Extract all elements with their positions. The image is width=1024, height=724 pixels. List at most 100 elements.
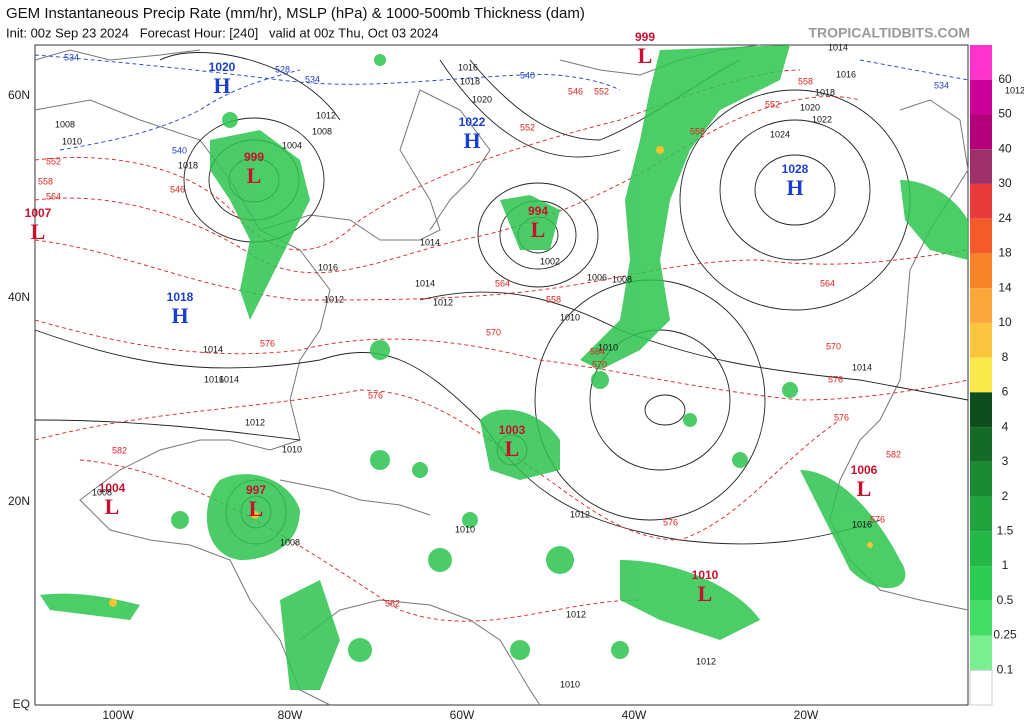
thickness-label: 564 bbox=[46, 191, 61, 201]
colorbar-swatch bbox=[970, 45, 992, 80]
thickness-label: 570 bbox=[486, 327, 501, 337]
thickness-label-blue: 528 bbox=[275, 64, 290, 74]
colorbar-swatch bbox=[970, 183, 992, 219]
center-value: 999 bbox=[635, 30, 655, 44]
lat-label: 40N bbox=[8, 290, 30, 304]
title: GEM Instantaneous Precip Rate (mm/hr), M… bbox=[6, 5, 585, 22]
colorbar-label: 0.25 bbox=[993, 628, 1017, 642]
center-value: 1004 bbox=[99, 481, 126, 495]
lat-label: 60N bbox=[8, 88, 30, 102]
isobar-label: 1008 bbox=[280, 537, 300, 547]
center-value: 1028 bbox=[782, 162, 809, 176]
isobar-label: 1020 bbox=[800, 102, 820, 112]
colorbar-label: 8 bbox=[1002, 350, 1009, 364]
thickness-label: 582 bbox=[112, 445, 127, 455]
colorbar-swatch bbox=[970, 357, 992, 393]
colorbar-label: 0.5 bbox=[997, 593, 1014, 607]
colorbar-swatch bbox=[970, 79, 992, 115]
thickness-label-blue: 540 bbox=[172, 145, 187, 155]
isobar-label: 1016 bbox=[458, 62, 478, 72]
thickness-label: 570 bbox=[826, 341, 841, 351]
colorbar-label: 18 bbox=[998, 246, 1012, 260]
center-value: 1003 bbox=[499, 423, 526, 437]
thickness-lines-blue bbox=[34, 54, 969, 151]
isobar-label: 1016 bbox=[204, 374, 224, 384]
thickness-label: 552 bbox=[46, 156, 61, 166]
isobar-label: 1014 bbox=[203, 344, 223, 354]
colorbar-swatch bbox=[969, 669, 993, 706]
colorbar-swatch bbox=[970, 531, 992, 567]
center-value: 994 bbox=[528, 204, 548, 218]
colorbar-label: 3 bbox=[1002, 454, 1009, 468]
center-letter: H bbox=[786, 175, 803, 200]
center-letter: H bbox=[171, 303, 188, 328]
colorbar-label: 60 bbox=[998, 72, 1012, 86]
thickness-label-blue: 534 bbox=[64, 52, 79, 62]
colorbar-swatch bbox=[970, 288, 992, 323]
subtitle: Init: 00z Sep 23 2024 Forecast Hour: [24… bbox=[6, 25, 439, 40]
lat-label: EQ bbox=[13, 697, 30, 711]
colorbar-label: 40 bbox=[998, 141, 1012, 155]
thickness-label: 552 bbox=[765, 99, 780, 109]
colorbar-swatch bbox=[970, 218, 992, 254]
isobar-label: 1014 bbox=[420, 237, 440, 247]
isobar-label: 1018 bbox=[460, 76, 480, 86]
isobar-label: 1012 bbox=[324, 294, 344, 304]
center-letter: L bbox=[698, 581, 713, 606]
colorbar-swatch bbox=[970, 427, 992, 462]
lon-label: 100W bbox=[102, 708, 134, 722]
thickness-label: 576 bbox=[870, 514, 885, 524]
thickness-label: 576 bbox=[260, 338, 275, 348]
lon-label: 20W bbox=[794, 708, 819, 722]
center-value: 1010 bbox=[692, 568, 719, 582]
thickness-label: 558 bbox=[798, 76, 813, 86]
thickness-label: 582 bbox=[385, 598, 400, 608]
colorbar-swatch bbox=[970, 322, 992, 358]
center-letter: L bbox=[247, 163, 262, 188]
isobar-label: 1010 bbox=[598, 342, 618, 352]
isobar-label: 1010 bbox=[282, 444, 302, 454]
isobar-label: 1002 bbox=[540, 256, 560, 266]
thickness-label: 552 bbox=[520, 122, 535, 132]
center-letter: L bbox=[505, 436, 520, 461]
thickness-label: 576 bbox=[368, 390, 383, 400]
center-letter: L bbox=[249, 496, 264, 521]
thickness-label: 546 bbox=[170, 184, 185, 194]
thickness-label: 576 bbox=[828, 374, 843, 384]
isobar-label: 1014 bbox=[415, 278, 435, 288]
colorbar-label: 14 bbox=[998, 280, 1012, 294]
center-value: 997 bbox=[246, 483, 266, 497]
lon-label: 80W bbox=[278, 708, 303, 722]
isobar-label: 1010 bbox=[62, 136, 82, 146]
isobar-label: 1022 bbox=[812, 114, 832, 124]
isobar-label: 1018 bbox=[815, 87, 835, 97]
colorbar-swatch bbox=[970, 392, 992, 428]
thickness-label: 582 bbox=[886, 449, 901, 459]
lon-label: 60W bbox=[450, 708, 475, 722]
isobar-label: 1024 bbox=[770, 129, 790, 139]
isobar-label: 1012 bbox=[316, 110, 336, 120]
colorbar-swatch bbox=[970, 566, 992, 601]
lat-label: 20N bbox=[8, 494, 30, 508]
colorbar-label: 1.5 bbox=[997, 523, 1014, 537]
colorbar-label: 10 bbox=[998, 315, 1012, 329]
thickness-label: 570 bbox=[592, 359, 607, 369]
colorbar-swatch bbox=[970, 635, 992, 671]
map-area bbox=[34, 44, 969, 706]
isobar-label: 1012 bbox=[1005, 85, 1024, 95]
colorbar-swatch bbox=[970, 461, 992, 497]
isobar-label: 1014 bbox=[828, 42, 848, 52]
center-value: 1022 bbox=[459, 115, 486, 129]
colorbar-label: 4 bbox=[1002, 419, 1009, 433]
center-letter: L bbox=[857, 476, 872, 501]
colorbar-label: 6 bbox=[1002, 385, 1009, 399]
isobar-label: 1008 bbox=[612, 274, 632, 284]
thickness-label: 564 bbox=[495, 278, 510, 288]
isobar-label: 1012 bbox=[696, 656, 716, 666]
isobar-label: 1010 bbox=[455, 524, 475, 534]
thickness-label: 576 bbox=[834, 412, 849, 422]
thickness-label: 552 bbox=[594, 86, 609, 96]
colorbar-swatch bbox=[970, 496, 992, 532]
center-letter: L bbox=[31, 219, 46, 244]
